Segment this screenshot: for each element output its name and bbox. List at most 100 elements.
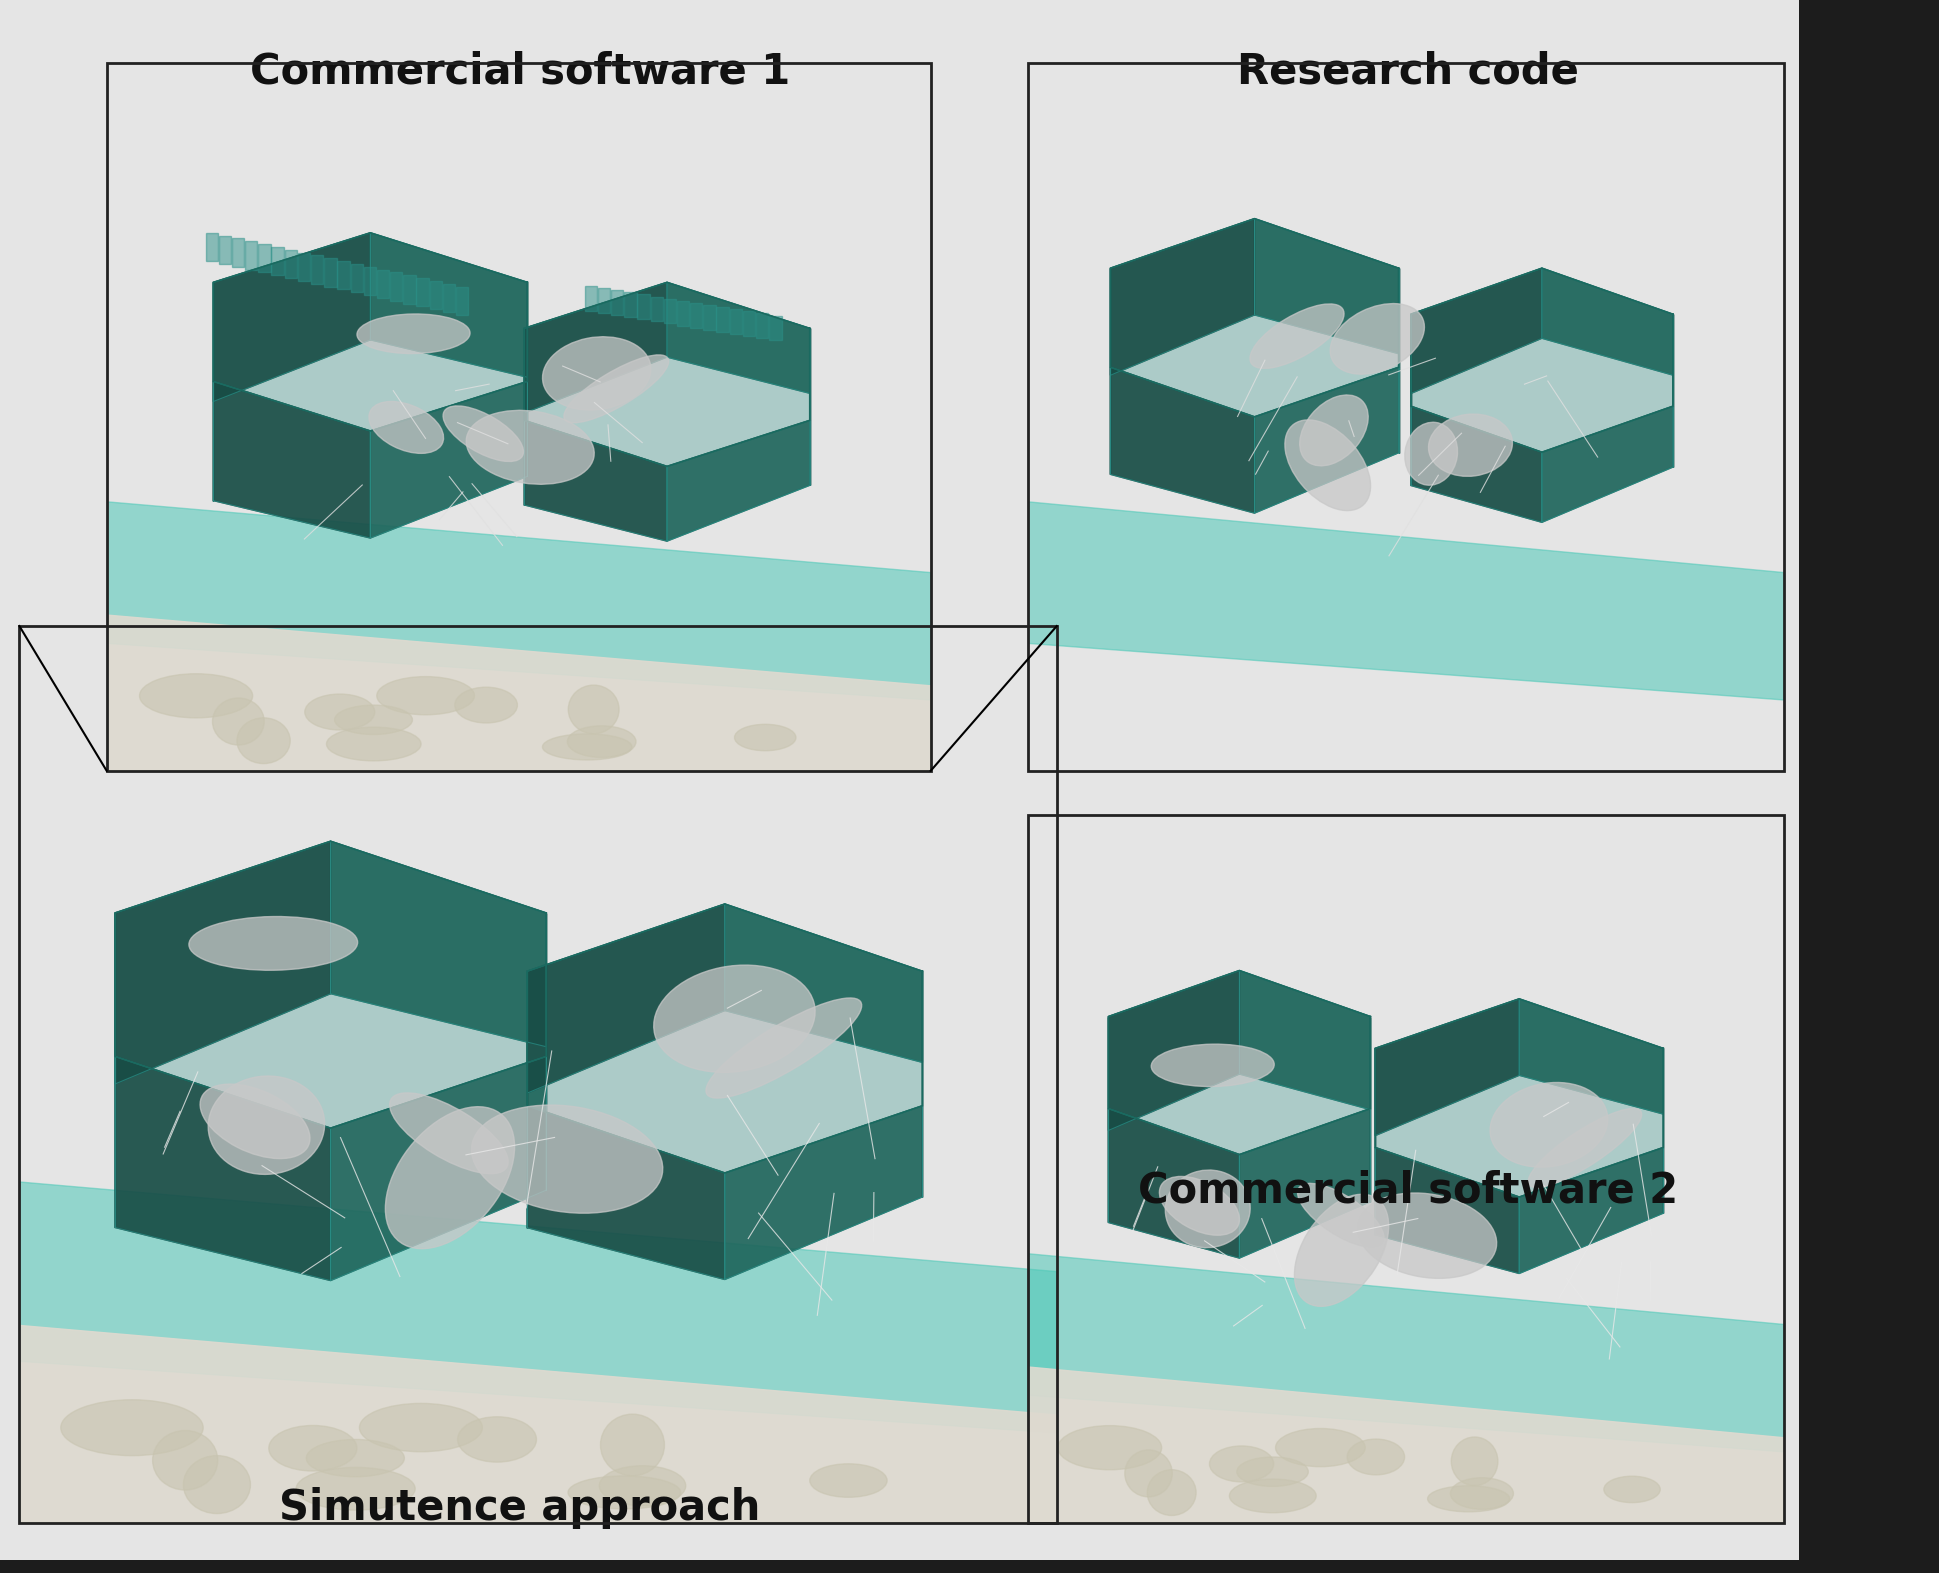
Ellipse shape [359,1403,483,1452]
Polygon shape [213,233,527,431]
Ellipse shape [213,698,264,746]
Polygon shape [114,1057,330,1280]
Bar [390,272,403,300]
Polygon shape [114,842,330,1084]
Ellipse shape [237,717,291,763]
Polygon shape [1412,406,1542,522]
Bar [704,305,715,330]
Polygon shape [725,1106,923,1279]
Ellipse shape [706,997,861,1098]
Ellipse shape [304,694,374,730]
Ellipse shape [1286,420,1371,511]
Polygon shape [524,283,667,414]
Ellipse shape [357,315,469,354]
Polygon shape [1111,219,1255,376]
Ellipse shape [1165,1170,1251,1247]
Ellipse shape [1295,1194,1388,1306]
Ellipse shape [1489,1082,1607,1167]
Bar [233,239,244,267]
Bar [611,289,622,315]
Ellipse shape [1297,1183,1384,1247]
Polygon shape [1109,971,1371,1155]
Ellipse shape [184,1455,250,1513]
Ellipse shape [1237,1457,1309,1486]
Ellipse shape [376,676,475,714]
Ellipse shape [1229,1479,1317,1513]
Ellipse shape [1528,1109,1642,1188]
Bar [650,296,663,321]
Ellipse shape [735,724,797,750]
Polygon shape [1375,999,1520,1136]
Ellipse shape [568,686,619,733]
Polygon shape [213,233,370,401]
Bar [219,236,231,264]
Bar [743,311,754,337]
Ellipse shape [1148,1469,1196,1515]
Bar [690,304,702,327]
Ellipse shape [543,735,632,760]
Ellipse shape [568,1475,681,1509]
Bar [324,258,337,286]
Polygon shape [1109,1109,1239,1258]
Polygon shape [330,1057,547,1280]
Polygon shape [1028,1367,1784,1523]
Polygon shape [1255,368,1398,513]
Ellipse shape [601,1414,665,1475]
Ellipse shape [1427,1486,1510,1512]
Polygon shape [107,615,931,771]
Ellipse shape [1125,1450,1173,1497]
Text: Commercial software 2: Commercial software 2 [1138,1169,1677,1211]
Ellipse shape [458,1417,537,1463]
Bar [456,286,469,315]
Bar [729,310,743,333]
Bar [1028,63,1784,771]
Ellipse shape [386,1107,514,1249]
Ellipse shape [456,687,518,724]
Bar [1028,815,1784,1523]
Bar [244,241,258,269]
Bar [417,278,429,307]
Bar [638,294,650,319]
Ellipse shape [207,1076,324,1175]
Text: Simutence approach: Simutence approach [279,1486,760,1529]
Ellipse shape [1357,1192,1497,1279]
Ellipse shape [1404,422,1458,484]
Polygon shape [1111,219,1398,417]
Polygon shape [1255,219,1398,354]
Bar [376,269,390,297]
Ellipse shape [297,1468,415,1510]
Polygon shape [107,502,931,700]
Ellipse shape [1348,1439,1404,1475]
Bar [663,299,677,324]
Polygon shape [1028,502,1784,700]
Bar [442,283,456,311]
Polygon shape [1111,367,1255,513]
Ellipse shape [326,727,421,761]
Ellipse shape [390,1093,508,1173]
Bar [351,264,363,293]
Ellipse shape [1330,304,1425,374]
Polygon shape [667,283,811,393]
Bar [770,316,781,340]
Ellipse shape [1450,1477,1514,1510]
Ellipse shape [335,705,413,735]
Polygon shape [114,842,547,1128]
Bar [337,261,349,289]
Bar [310,255,324,283]
Polygon shape [1239,971,1371,1109]
Bar [258,244,271,272]
Ellipse shape [653,966,814,1073]
Ellipse shape [200,1084,310,1159]
Polygon shape [1028,1254,1784,1452]
Polygon shape [1412,267,1542,393]
Polygon shape [1109,971,1239,1131]
Polygon shape [527,904,725,1093]
Bar [624,293,636,318]
Polygon shape [19,1326,1057,1523]
Ellipse shape [306,1439,405,1477]
Polygon shape [1520,999,1664,1114]
Ellipse shape [465,411,593,484]
Ellipse shape [140,673,252,717]
Polygon shape [1375,999,1664,1197]
Bar [271,247,283,275]
